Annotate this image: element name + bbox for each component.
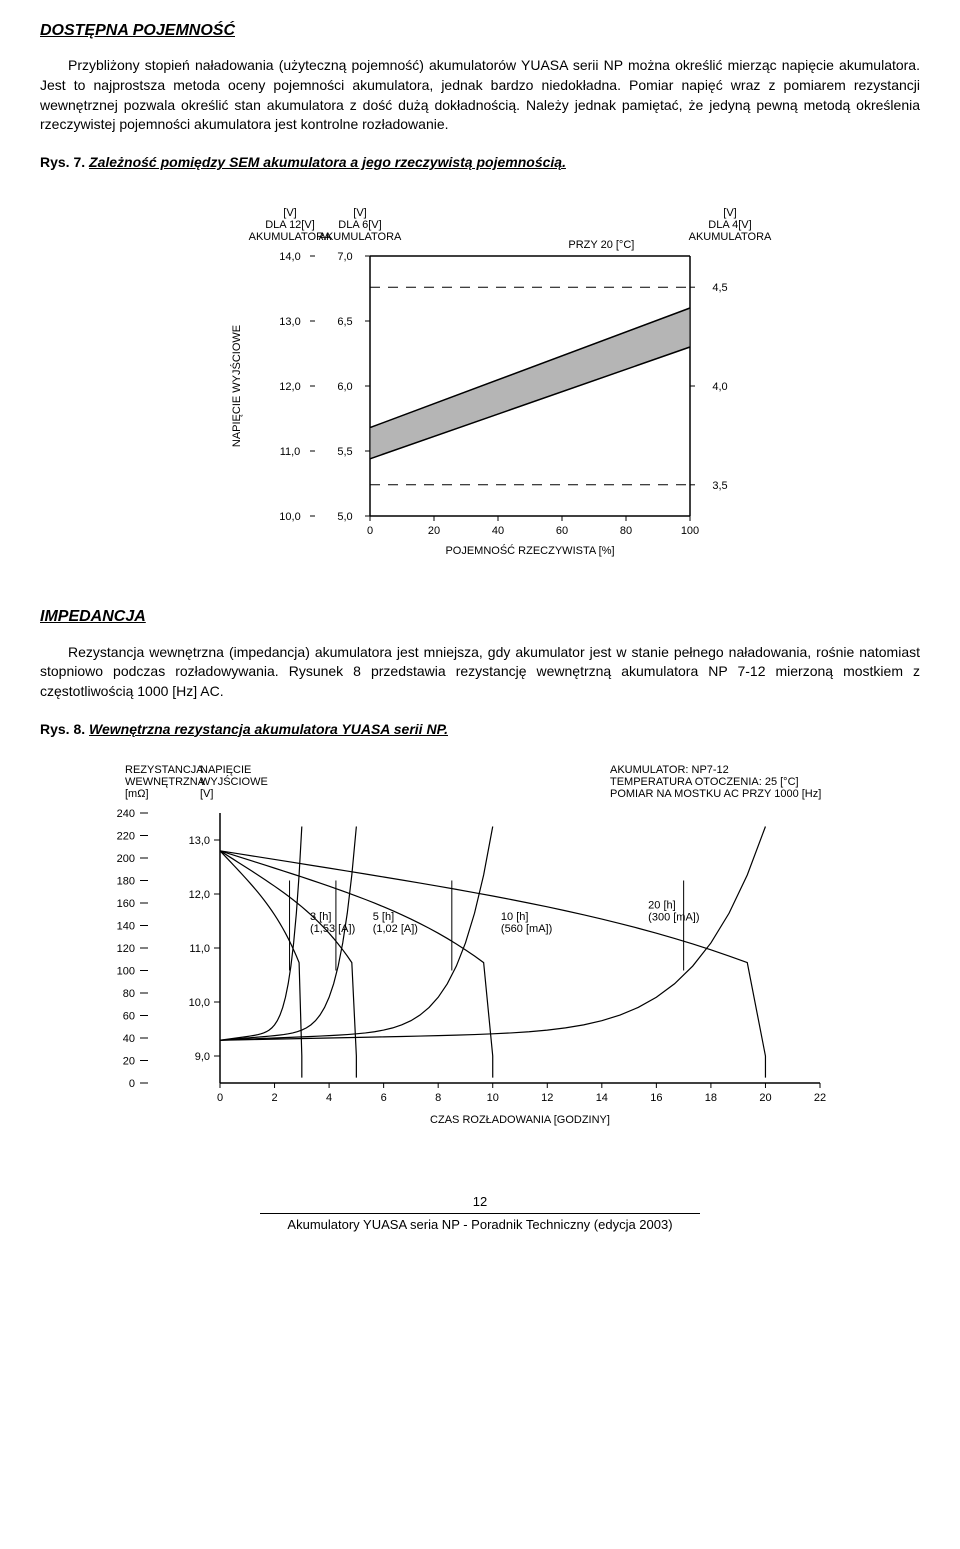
svg-text:80: 80 — [123, 988, 135, 1000]
svg-text:WYJŚCIOWE: WYJŚCIOWE — [200, 775, 268, 788]
svg-text:60: 60 — [123, 1011, 135, 1023]
svg-text:(1,02 [A]): (1,02 [A]) — [373, 923, 418, 935]
svg-text:POJEMNOŚĆ RZECZYWISTA [%]: POJEMNOŚĆ RZECZYWISTA [%] — [445, 544, 614, 557]
svg-text:14: 14 — [596, 1092, 608, 1104]
svg-text:16: 16 — [650, 1092, 662, 1104]
svg-text:5,0: 5,0 — [337, 511, 352, 523]
svg-text:11,0: 11,0 — [280, 446, 301, 458]
svg-text:DLA 4[V]: DLA 4[V] — [708, 219, 751, 231]
svg-text:11,0: 11,0 — [189, 943, 210, 955]
svg-text:20: 20 — [759, 1092, 771, 1104]
section1-title: DOSTĘPNA POJEMNOŚĆ — [40, 20, 920, 42]
svg-text:[mΩ]: [mΩ] — [125, 788, 149, 800]
svg-text:40: 40 — [492, 525, 504, 537]
svg-text:CZAS ROZŁADOWANIA [GODZINY]: CZAS ROZŁADOWANIA [GODZINY] — [430, 1114, 610, 1126]
svg-text:[V]: [V] — [200, 788, 213, 800]
svg-text:7,0: 7,0 — [337, 251, 352, 263]
svg-text:TEMPERATURA OTOCZENIA: 25 [°C]: TEMPERATURA OTOCZENIA: 25 [°C] — [610, 776, 799, 788]
svg-text:WEWNĘTRZNA: WEWNĘTRZNA — [125, 776, 206, 788]
svg-text:[V]: [V] — [283, 207, 296, 219]
svg-text:40: 40 — [123, 1033, 135, 1045]
svg-text:10: 10 — [487, 1092, 499, 1104]
fig8-chart: REZYSTANCJAWEWNĘTRZNA[mΩ] NAPIĘCIEWYJŚCIO… — [40, 753, 920, 1153]
svg-text:160: 160 — [117, 898, 135, 910]
svg-text:4: 4 — [326, 1092, 332, 1104]
svg-text:60: 60 — [556, 525, 568, 537]
svg-text:80: 80 — [620, 525, 632, 537]
fig7-caption-text: Zależność pomiędzy SEM akumulatora a jeg… — [89, 154, 566, 170]
svg-text:(1,53 [A]): (1,53 [A]) — [310, 923, 355, 935]
svg-text:220: 220 — [117, 831, 135, 843]
svg-text:22: 22 — [814, 1092, 826, 1104]
svg-text:10,0: 10,0 — [189, 997, 210, 1009]
svg-text:REZYSTANCJA: REZYSTANCJA — [125, 764, 204, 776]
svg-text:0: 0 — [367, 525, 373, 537]
svg-text:5 [h]: 5 [h] — [373, 911, 394, 923]
svg-text:DLA 6[V]: DLA 6[V] — [338, 219, 381, 231]
svg-text:(560 [mA]): (560 [mA]) — [501, 923, 552, 935]
svg-text:6: 6 — [381, 1092, 387, 1104]
svg-text:DLA 12[V]: DLA 12[V] — [265, 219, 315, 231]
page-footer: 12 Akumulatory YUASA seria NP - Poradnik… — [40, 1193, 920, 1234]
svg-text:6,5: 6,5 — [337, 316, 352, 328]
svg-text:10 [h]: 10 [h] — [501, 911, 529, 923]
fig8-caption-prefix: Rys. 8. — [40, 721, 89, 737]
svg-text:5,5: 5,5 — [337, 446, 352, 458]
svg-text:14,0: 14,0 — [279, 251, 300, 263]
svg-text:4,0: 4,0 — [712, 381, 727, 393]
svg-text:AKUMULATORA: AKUMULATORA — [689, 231, 772, 243]
svg-text:12,0: 12,0 — [279, 381, 300, 393]
fig8-caption: Rys. 8. Wewnętrzna rezystancja akumulato… — [40, 720, 920, 740]
svg-text:100: 100 — [681, 525, 699, 537]
svg-text:8: 8 — [435, 1092, 441, 1104]
svg-text:3,5: 3,5 — [712, 480, 727, 492]
fig8-caption-text: Wewnętrzna rezystancja akumulatora YUASA… — [89, 721, 448, 737]
svg-text:20: 20 — [428, 525, 440, 537]
svg-text:3 [h]: 3 [h] — [310, 911, 331, 923]
svg-text:200: 200 — [117, 853, 135, 865]
svg-text:9,0: 9,0 — [195, 1051, 210, 1063]
section2-title: IMPEDANCJA — [40, 606, 920, 628]
svg-text:240: 240 — [117, 808, 135, 820]
svg-text:180: 180 — [117, 876, 135, 888]
section1-paragraph: Przybliżony stopień naładowania (użytecz… — [40, 56, 920, 134]
svg-text:NAPIĘCIE: NAPIĘCIE — [200, 764, 251, 776]
svg-text:4,5: 4,5 — [712, 283, 727, 295]
svg-text:13,0: 13,0 — [279, 316, 300, 328]
svg-text:0: 0 — [217, 1092, 223, 1104]
svg-text:2: 2 — [271, 1092, 277, 1104]
svg-text:POMIAR NA MOSTKU AC PRZY 1000: POMIAR NA MOSTKU AC PRZY 1000 [Hz] — [610, 788, 821, 800]
svg-text:12: 12 — [541, 1092, 553, 1104]
svg-text:(300 [mA]): (300 [mA]) — [648, 912, 699, 924]
svg-text:10,0: 10,0 — [279, 511, 300, 523]
svg-text:6,0: 6,0 — [337, 381, 352, 393]
svg-text:0: 0 — [129, 1078, 135, 1090]
svg-text:120: 120 — [117, 943, 135, 955]
svg-text:100: 100 — [117, 966, 135, 978]
footer-line: Akumulatory YUASA seria NP - Poradnik Te… — [260, 1213, 700, 1234]
svg-text:[V]: [V] — [353, 207, 366, 219]
svg-text:20 [h]: 20 [h] — [648, 900, 676, 912]
svg-text:140: 140 — [117, 921, 135, 933]
svg-text:20: 20 — [123, 1056, 135, 1068]
section2-paragraph: Rezystancja wewnętrzna (impedancja) akum… — [40, 643, 920, 702]
svg-text:[V]: [V] — [723, 207, 736, 219]
svg-text:12,0: 12,0 — [189, 889, 210, 901]
svg-text:AKUMULATORA: AKUMULATORA — [319, 231, 402, 243]
svg-text:13,0: 13,0 — [189, 835, 210, 847]
svg-text:NAPIĘCIE WYJŚCIOWE: NAPIĘCIE WYJŚCIOWE — [230, 325, 243, 447]
fig7-caption-prefix: Rys. 7. — [40, 154, 89, 170]
page-number: 12 — [40, 1193, 920, 1211]
svg-text:PRZY 20 [°C]: PRZY 20 [°C] — [568, 239, 634, 251]
svg-text:AKUMULATOR: NP7-12: AKUMULATOR: NP7-12 — [610, 764, 729, 776]
fig7-caption: Rys. 7. Zależność pomiędzy SEM akumulato… — [40, 153, 920, 173]
fig7-chart: [V]DLA 12[V]AKUMULATORA[V]DLA 6[V]AKUMUL… — [40, 186, 920, 566]
svg-text:18: 18 — [705, 1092, 717, 1104]
